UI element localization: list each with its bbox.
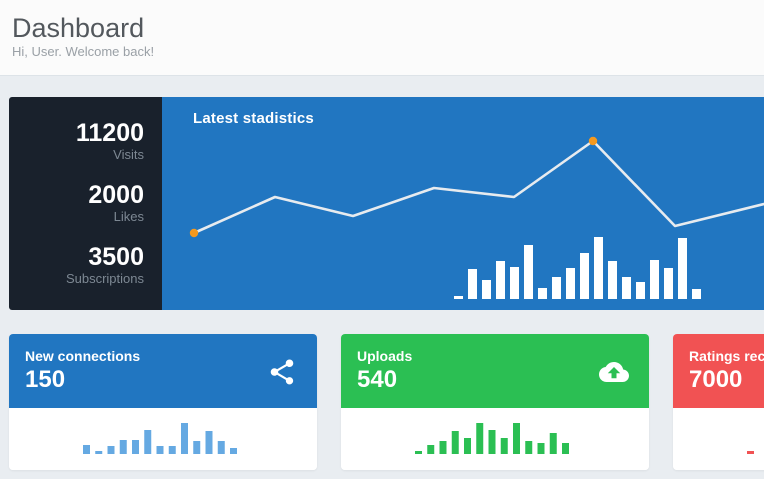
- stat-label: Visits: [113, 147, 144, 162]
- card-value: 7000: [689, 366, 743, 393]
- statistics-panel: 11200 Visits 2000 Likes 3500 Subscriptio…: [9, 97, 764, 310]
- stat-value: 3500: [88, 243, 144, 271]
- stat-label: Likes: [113, 209, 144, 224]
- card-ratings-received[interactable]: Ratings received 7000: [673, 334, 764, 470]
- chart-title: Latest stadistics: [193, 110, 314, 127]
- stat-visits: 11200 Visits: [9, 120, 144, 163]
- card-value: 540: [357, 366, 398, 393]
- stat-subscriptions: 3500 Subscriptions: [9, 244, 144, 287]
- card-title: Uploads: [357, 348, 413, 364]
- share-icon: [270, 359, 294, 385]
- mini-bar-chart-svg: [83, 423, 237, 454]
- card-value: 150: [25, 366, 66, 393]
- card-new-connections[interactable]: New connections 150: [9, 334, 317, 470]
- card-header: Ratings received 7000: [673, 334, 764, 408]
- stat-label: Subscriptions: [65, 271, 144, 286]
- latest-statistics-chart: Latest stadistics: [162, 97, 764, 310]
- card-mini-chart: [673, 408, 764, 470]
- line-bar-chart-svg: [189, 136, 764, 299]
- stat-likes: 2000 Likes: [9, 182, 144, 225]
- card-mini-chart: [9, 408, 317, 470]
- mini-bar-chart-svg: [747, 451, 754, 454]
- card-uploads[interactable]: Uploads 540: [341, 334, 649, 470]
- page-header: Dashboard Hi, User. Welcome back!: [0, 0, 764, 76]
- mini-bar-chart-svg: [415, 423, 569, 454]
- page-title: Dashboard: [12, 13, 145, 43]
- card-header: New connections 150: [9, 334, 317, 408]
- stat-value: 2000: [88, 181, 144, 209]
- page-subtitle: Hi, User. Welcome back!: [12, 44, 155, 59]
- card-title: Ratings received: [689, 348, 764, 364]
- cloud-upload-icon: [599, 362, 629, 382]
- card-header: Uploads 540: [341, 334, 649, 408]
- card-mini-chart: [341, 408, 649, 470]
- card-title: New connections: [25, 348, 141, 364]
- stat-value: 11200: [75, 119, 144, 147]
- stats-summary: 11200 Visits 2000 Likes 3500 Subscriptio…: [9, 97, 162, 310]
